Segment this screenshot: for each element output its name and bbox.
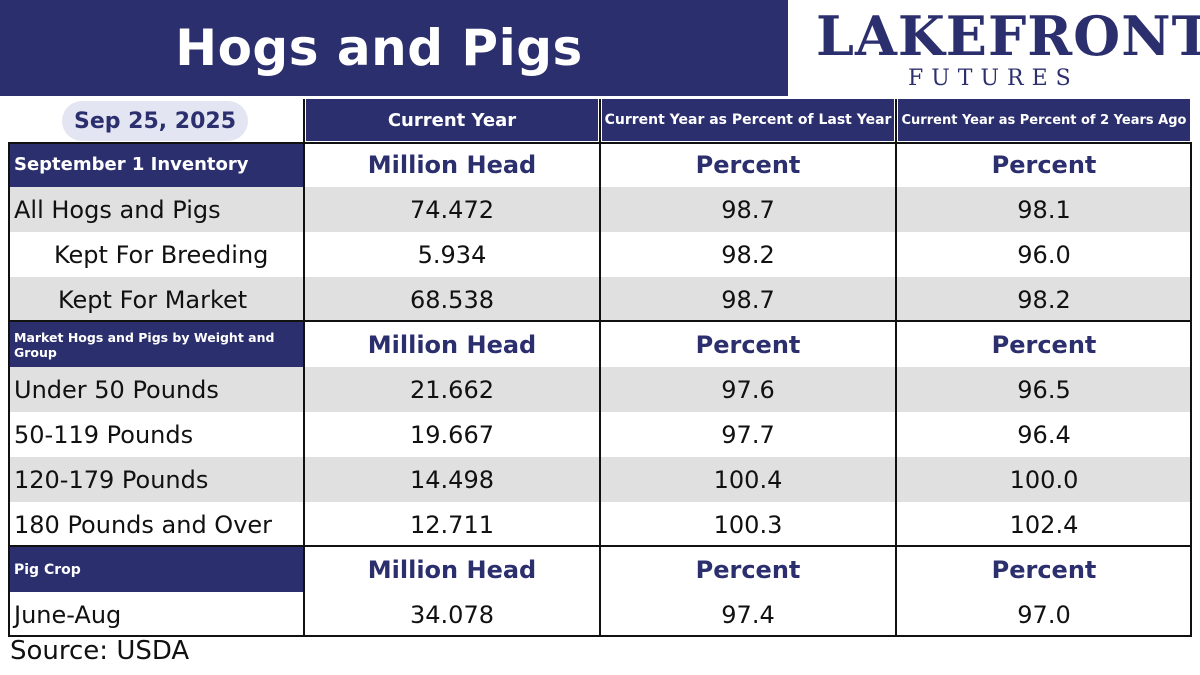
page-title: Hogs and Pigs <box>175 19 583 77</box>
cell-value: 98.2 <box>721 240 775 269</box>
row-label: June-Aug <box>14 600 122 629</box>
source-note: Source: USDA <box>10 636 190 666</box>
cell-value: 97.6 <box>721 375 775 404</box>
unit-label: Percent <box>991 555 1097 584</box>
row-label: Kept For Market <box>58 285 248 314</box>
cell-value: 97.4 <box>721 600 775 629</box>
cell-value: 21.662 <box>410 375 494 404</box>
brand-name: LAKEFRONT <box>816 4 1200 68</box>
cell-value: 96.4 <box>1017 420 1071 449</box>
table-row: Kept For Breeding 5.934 98.2 96.0 <box>8 232 1192 277</box>
brand-subtitle: FUTURES <box>908 66 1079 91</box>
row-label: 50-119 Pounds <box>14 420 194 449</box>
section-header-pig-crop: Pig Crop Million Head Percent Percent <box>8 547 1192 592</box>
cell-value: 14.498 <box>410 465 494 494</box>
title-banner: Hogs and Pigs <box>0 0 788 96</box>
cell-value: 97.0 <box>1017 600 1071 629</box>
unit-label: Percent <box>695 330 801 359</box>
report-date: Sep 25, 2025 <box>62 101 248 141</box>
cell-value: 12.711 <box>410 510 494 539</box>
unit-label: Million Head <box>367 150 537 179</box>
row-label: All Hogs and Pigs <box>14 195 221 224</box>
row-label: 120-179 Pounds <box>14 465 209 494</box>
column-header-pct-last-year: Current Year as Percent of Last Year <box>602 99 894 141</box>
cell-value: 102.4 <box>1009 510 1079 539</box>
section-header-inventory: September 1 Inventory Million Head Perce… <box>8 142 1192 187</box>
cell-value: 100.3 <box>713 510 783 539</box>
unit-label: Percent <box>991 330 1097 359</box>
cell-value: 19.667 <box>410 420 494 449</box>
column-divider <box>303 99 305 637</box>
section-label: Market Hogs and Pigs by Weight and Group <box>8 322 304 367</box>
cell-value: 68.538 <box>410 285 494 314</box>
cell-value: 97.7 <box>721 420 775 449</box>
cell-value: 98.2 <box>1017 285 1071 314</box>
table-row: June-Aug 34.078 97.4 97.0 <box>8 592 1192 637</box>
cell-value: 100.4 <box>713 465 783 494</box>
table-row: 180 Pounds and Over 12.711 100.3 102.4 <box>8 502 1192 547</box>
cell-value: 100.0 <box>1009 465 1079 494</box>
cell-value: 74.472 <box>410 195 494 224</box>
unit-label: Million Head <box>367 330 537 359</box>
cell-value: 96.5 <box>1017 375 1071 404</box>
unit-label: Percent <box>695 150 801 179</box>
section-header-weight-group: Market Hogs and Pigs by Weight and Group… <box>8 322 1192 367</box>
column-divider <box>895 99 897 637</box>
row-label: 180 Pounds and Over <box>14 510 273 539</box>
cell-value: 34.078 <box>410 600 494 629</box>
cell-value: 98.1 <box>1017 195 1071 224</box>
unit-label: Million Head <box>367 555 537 584</box>
row-label: Under 50 Pounds <box>14 375 219 404</box>
unit-label: Percent <box>695 555 801 584</box>
section-label: Pig Crop <box>8 547 304 592</box>
cell-value: 96.0 <box>1017 240 1071 269</box>
column-header-current-year: Current Year <box>306 99 598 141</box>
cell-value: 98.7 <box>721 195 775 224</box>
section-label: September 1 Inventory <box>8 142 304 187</box>
unit-label: Percent <box>991 150 1097 179</box>
column-header-pct-two-years: Current Year as Percent of 2 Years Ago <box>898 99 1190 141</box>
cell-value: 5.934 <box>417 240 487 269</box>
table-row: 50-119 Pounds 19.667 97.7 96.4 <box>8 412 1192 457</box>
cell-value: 98.7 <box>721 285 775 314</box>
brand-logo: LAKEFRONT FUTURES <box>800 0 1200 96</box>
column-divider <box>599 99 601 637</box>
row-label: Kept For Breeding <box>54 240 269 269</box>
